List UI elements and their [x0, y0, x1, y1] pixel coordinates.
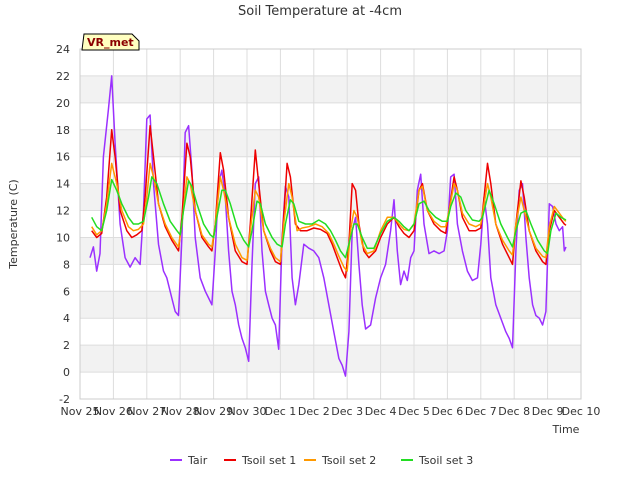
x-tick-label: Nov 29 [194, 405, 233, 418]
legend-label: Tsoil set 2 [321, 454, 376, 467]
x-tick-label: Dec 4 [365, 405, 397, 418]
y-tick-label: 14 [56, 178, 70, 191]
y-tick-label: 2 [63, 339, 70, 352]
x-tick-label: Dec 10 [562, 405, 601, 418]
x-tick-label: Dec 3 [331, 405, 363, 418]
series-line-tsoil-set-3 [91, 176, 567, 259]
chart-title: Soil Temperature at -4cm [238, 4, 402, 19]
y-tick-label: 16 [56, 151, 70, 164]
series-line-tsoil-set-2 [91, 162, 567, 272]
x-tick-label: Nov 28 [161, 405, 200, 418]
grid-band [80, 49, 581, 76]
grid-band [80, 156, 581, 184]
grid-band [80, 102, 581, 130]
x-tick-label: Dec 1 [265, 405, 297, 418]
x-tick-label: Dec 2 [298, 405, 330, 418]
y-tick-label: 24 [56, 43, 70, 56]
x-tick-label: Dec 9 [532, 405, 564, 418]
y-tick-label: -2 [59, 393, 70, 406]
grid-band [80, 372, 581, 399]
series-line-tair [89, 75, 567, 377]
x-tick-label: Dec 5 [398, 405, 430, 418]
series-line-tsoil-set-1 [91, 124, 567, 279]
plot-background [80, 49, 581, 399]
legend-label: Tsoil set 1 [241, 454, 296, 467]
y-tick-label: 22 [56, 70, 70, 83]
grid-band [80, 183, 581, 211]
x-tick-label: Nov 30 [228, 405, 267, 418]
y-tick-label: 0 [63, 366, 70, 379]
x-tick-label: Dec 6 [432, 405, 464, 418]
badge-box [81, 33, 140, 51]
grid-band [80, 129, 581, 157]
legend-label: Tsoil set 3 [418, 454, 473, 467]
x-tick-label: Nov 25 [61, 405, 100, 418]
plot-frame [79, 48, 582, 400]
grid-band [80, 75, 581, 103]
x-tick-label: Dec 8 [498, 405, 530, 418]
x-tick-label: Nov 26 [94, 405, 133, 418]
legend-label: Tair [187, 454, 208, 467]
grid-band [80, 264, 581, 292]
y-tick-label: 12 [56, 205, 70, 218]
x-axis-label: Time [552, 423, 580, 436]
series-lines [89, 75, 567, 377]
y-tick-label: 20 [56, 97, 70, 110]
grid-band [80, 345, 581, 373]
station-badge: VR_met [81, 33, 140, 51]
legend: Tair Tsoil set 1 Tsoil set 2 Tsoil set 3 [170, 454, 473, 467]
y-axis-label: Temperature (C) [7, 179, 20, 269]
badge-label: VR_met [87, 36, 134, 49]
y-tick-label: 6 [63, 285, 70, 298]
y-tick-label: 4 [63, 312, 70, 325]
y-tick-label: 10 [56, 231, 70, 244]
y-tick-label: 18 [56, 124, 70, 137]
grid-band [80, 318, 581, 346]
x-tick-label: Nov 27 [127, 405, 166, 418]
y-tick-label: 8 [63, 258, 70, 271]
x-tick-label: Dec 7 [465, 405, 497, 418]
